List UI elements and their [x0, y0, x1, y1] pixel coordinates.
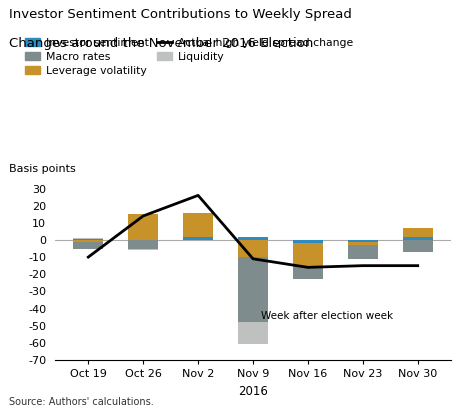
Bar	[73, 242, 103, 249]
Bar	[402, 228, 432, 236]
Text: Basis points: Basis points	[9, 164, 76, 174]
Bar	[402, 240, 432, 252]
Bar	[73, 239, 103, 240]
Text: Investor Sentiment Contributions to Weekly Spread: Investor Sentiment Contributions to Week…	[9, 8, 351, 21]
Bar	[237, 236, 268, 240]
X-axis label: 2016: 2016	[238, 384, 267, 398]
Bar	[292, 243, 322, 266]
Legend: Investor sentiment, Macro rates, Leverage volatility, Actual high yield spread c: Investor sentiment, Macro rates, Leverag…	[25, 38, 352, 76]
Bar	[347, 242, 377, 245]
Bar	[292, 266, 322, 279]
Text: Source: Authors' calculations.: Source: Authors' calculations.	[9, 397, 154, 407]
Bar	[73, 240, 103, 242]
Bar	[128, 240, 158, 249]
Bar	[347, 240, 377, 242]
Bar	[183, 236, 213, 240]
Bar	[73, 238, 103, 239]
Bar	[128, 214, 158, 240]
Bar	[237, 257, 268, 322]
Bar	[237, 240, 268, 257]
Text: Changes around the November 2016 Election: Changes around the November 2016 Electio…	[9, 37, 313, 50]
Bar	[237, 322, 268, 344]
Text: Week after election week: Week after election week	[261, 311, 392, 321]
Bar	[402, 236, 432, 240]
Bar	[347, 245, 377, 259]
Bar	[183, 213, 213, 236]
Bar	[128, 249, 158, 250]
Bar	[292, 240, 322, 243]
